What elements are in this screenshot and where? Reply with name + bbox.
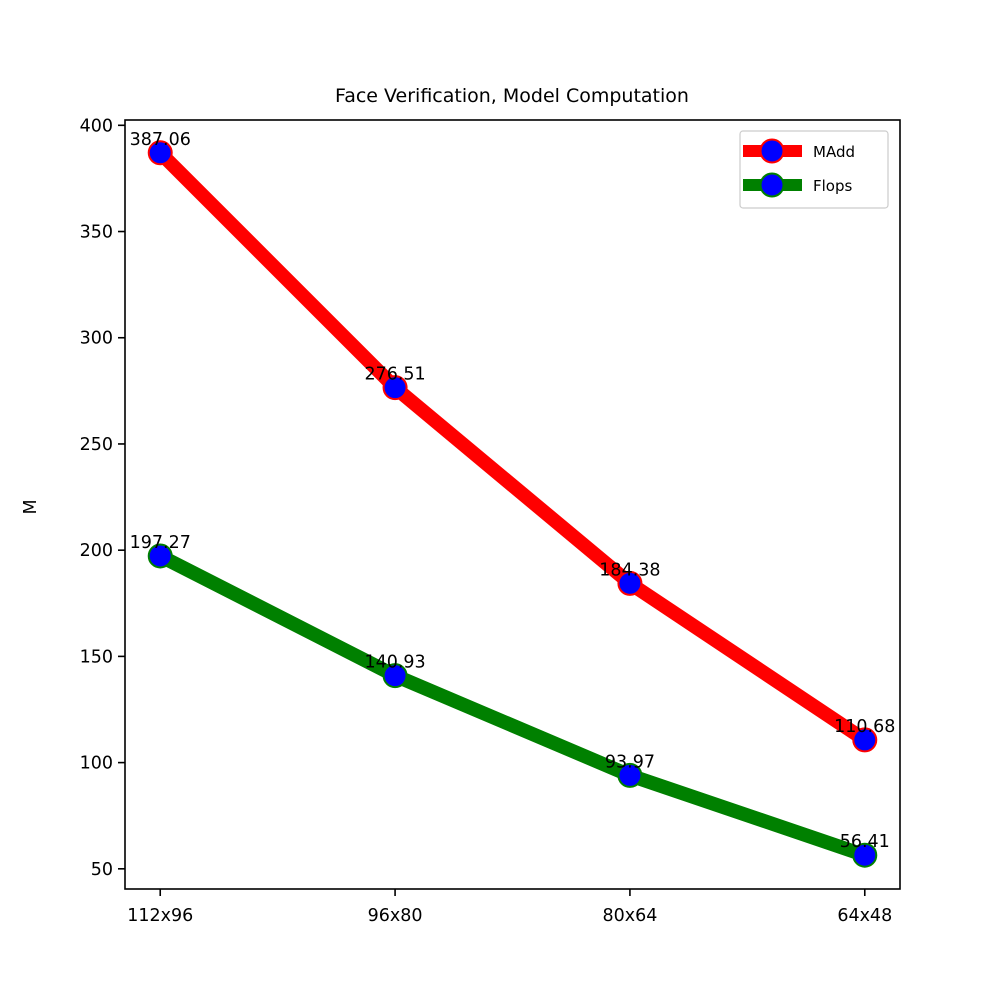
data-point-madd [852, 727, 878, 753]
y-tick-label: 300 [80, 329, 113, 349]
y-tick-label: 250 [80, 435, 113, 455]
y-tick-label: 200 [80, 541, 113, 561]
data-label-madd: 387.06 [130, 130, 191, 150]
x-tick-label: 96x80 [368, 906, 423, 926]
data-label-flops: 56.41 [840, 832, 890, 852]
data-label-flops: 93.97 [605, 752, 655, 772]
legend-label: MAdd [813, 143, 855, 161]
series-line-flops [157, 549, 868, 862]
y-axis-label: M [21, 499, 41, 514]
data-point-flops [617, 762, 643, 788]
x-tick-label: 80x64 [602, 906, 657, 926]
data-point-flops [382, 663, 408, 689]
plot-frame [124, 119, 901, 890]
data-label-flops: 197.27 [130, 533, 191, 553]
data-point-madd [147, 140, 173, 166]
y-tick-label: 150 [80, 647, 113, 667]
data-point-flops [147, 543, 173, 569]
data-label-madd: 110.68 [834, 717, 895, 737]
data-label-madd: 184.38 [599, 560, 660, 580]
y-tick-label: 350 [80, 223, 113, 243]
legend-swatch-marker [759, 172, 785, 198]
x-tick-label: 64x48 [837, 906, 892, 926]
data-label-flops: 140.93 [364, 653, 425, 673]
chart-title: Face Verification, Model Computation [335, 85, 689, 107]
data-point-madd [382, 375, 408, 401]
data-label-madd: 276.51 [364, 365, 425, 385]
y-tick-label: 100 [80, 754, 113, 774]
series-line-madd [155, 147, 869, 746]
axes: 50 100 150 200 250 300 350 400 112x96 96x80 80x64 6… [80, 116, 901, 926]
data-point-flops [852, 842, 878, 868]
x-tick-label: 112x96 [127, 906, 193, 926]
legend-swatch-marker [759, 138, 785, 164]
legend-label: Flops [813, 177, 852, 195]
y-tick-label: 400 [80, 116, 113, 136]
legend: MAdd Flops [739, 130, 889, 209]
series-lines [155, 147, 869, 862]
data-point-madd [617, 570, 643, 596]
y-tick-label: 50 [91, 860, 113, 880]
data-labels: 387.06 276.51 184.38 110.68 197.27 140.93 93.9… [130, 130, 896, 852]
series-markers [147, 140, 878, 868]
